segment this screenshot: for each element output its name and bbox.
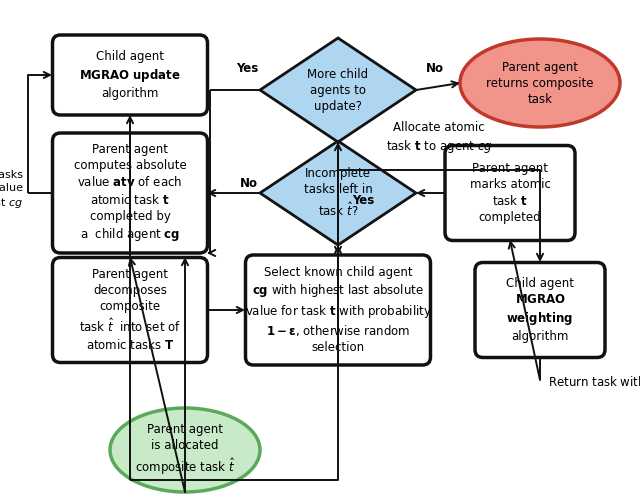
FancyBboxPatch shape <box>445 145 575 240</box>
Text: Parent agent
marks atomic
task $\mathbf{t}$
completed: Parent agent marks atomic task $\mathbf{… <box>470 162 550 224</box>
Text: Send tasks
absolute value
to agent $\mathit{cg}$: Send tasks absolute value to agent $\mat… <box>0 170 23 210</box>
FancyBboxPatch shape <box>52 133 207 253</box>
Text: Return task with quality $\boldsymbol{q_{cg}}$: Return task with quality $\boldsymbol{q_… <box>548 375 640 393</box>
Text: Parent agent
computes absolute
value $\mathbf{atv}$ of each
atomic task $\mathbf: Parent agent computes absolute value $\m… <box>74 143 186 243</box>
Text: Parent agent
decomposes
composite
task $\hat{t}$  into set of
atomic tasks $\mat: Parent agent decomposes composite task $… <box>79 268 181 352</box>
Ellipse shape <box>110 408 260 492</box>
Text: No: No <box>240 176 258 189</box>
Text: Yes: Yes <box>352 193 374 206</box>
Text: Allocate atomic
task $\mathbf{t}$ to agent $\mathit{cg}$: Allocate atomic task $\mathbf{t}$ to age… <box>386 121 492 155</box>
Text: Parent agent
is allocated
composite task $\hat{t}$: Parent agent is allocated composite task… <box>135 423 235 477</box>
Text: No: No <box>426 62 444 75</box>
Text: Child agent
$\mathbf{MGRAO}$
$\mathbf{weighting}$
algorithm: Child agent $\mathbf{MGRAO}$ $\mathbf{we… <box>506 277 574 343</box>
FancyBboxPatch shape <box>52 35 207 115</box>
Text: Parent agent
returns composite
task: Parent agent returns composite task <box>486 61 594 106</box>
Text: Incomplete
tasks left in
task $\hat{t}$?: Incomplete tasks left in task $\hat{t}$? <box>303 167 372 219</box>
Text: Child agent
$\mathbf{MGRAO\ update}$
algorithm: Child agent $\mathbf{MGRAO\ update}$ alg… <box>79 50 180 100</box>
Text: More child
agents to
update?: More child agents to update? <box>307 68 369 113</box>
Polygon shape <box>260 38 416 142</box>
Polygon shape <box>260 141 416 245</box>
Text: Select known child agent
$\mathbf{cg}$ with highest last absolute
value for task: Select known child agent $\mathbf{cg}$ w… <box>244 266 431 354</box>
Ellipse shape <box>460 39 620 127</box>
FancyBboxPatch shape <box>52 258 207 363</box>
FancyBboxPatch shape <box>246 255 431 365</box>
FancyBboxPatch shape <box>475 263 605 358</box>
Text: Yes: Yes <box>236 62 258 75</box>
